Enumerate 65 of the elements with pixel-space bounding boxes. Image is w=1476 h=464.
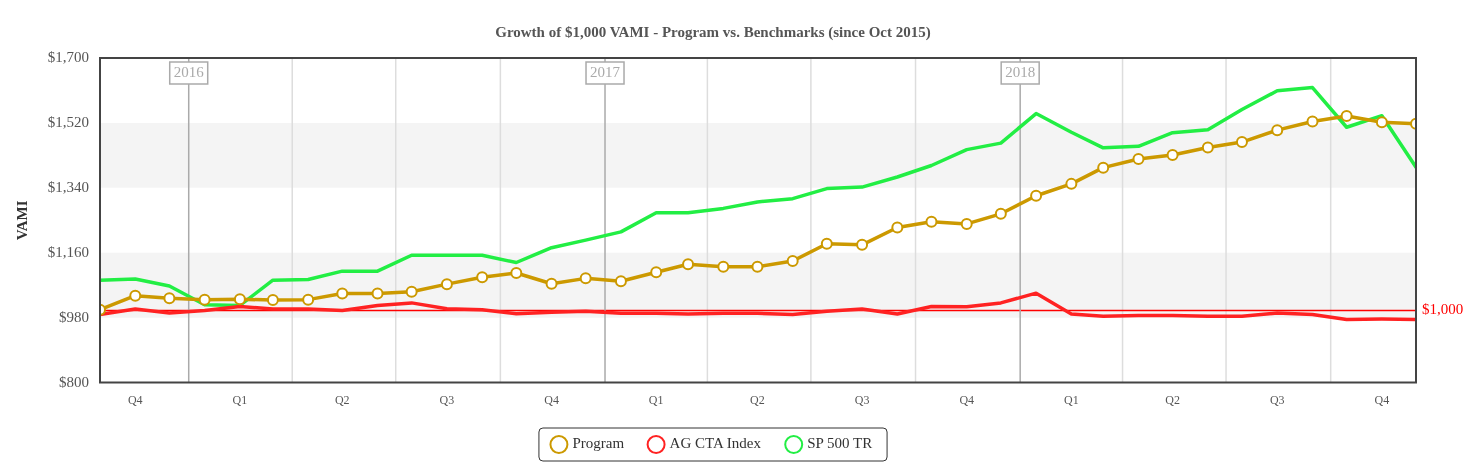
x-tick-label: Q1 [232,392,248,407]
point [1271,124,1284,137]
chart-title: Growth of $1,000 VAMI - Program vs. Benchmarks (since Oct 2015) [495,23,931,41]
x-tick-label: Q3 [854,392,870,407]
legend-label: Program [572,435,625,452]
y-axis-title: VAMI [13,200,30,241]
x-tick-label: Q2 [334,392,350,407]
x-tick-label: Q2 [1165,392,1180,407]
point [1340,110,1353,123]
ref-line-label: 2016 [173,63,205,80]
point [960,217,973,230]
point [1030,189,1043,202]
point [717,260,730,273]
legend-label: SP 500 TR [807,435,873,452]
point [856,238,869,251]
point [682,258,695,271]
point [1201,141,1214,154]
point [579,272,592,285]
point [198,293,211,306]
x-tick-label: Q4 [959,392,975,407]
point [545,277,558,290]
y-tick-label: $1,700 [47,48,89,65]
point [1097,161,1110,174]
x-tick-label: Q3 [1269,392,1285,407]
x-tick-label: Q4 [544,392,559,407]
y-tick-label: $800 [59,373,89,390]
point [820,237,833,250]
y-tick-label: $1,520 [47,113,89,130]
y-tick-label: $1,340 [47,178,89,195]
y-tick-label: $1,160 [47,243,89,260]
point [650,266,663,279]
x-tick-label: Q4 [127,392,143,407]
point [925,215,938,228]
point [614,275,627,288]
ref-line-label: 2017 [590,63,621,80]
point [1235,136,1248,149]
x-tick-label: Q3 [439,392,455,407]
x-tick-label: Q1 [1064,392,1079,407]
point [440,278,453,291]
point [266,294,279,307]
point [476,271,489,284]
x-tick-label: Q1 [648,392,664,407]
point [1306,115,1319,128]
point [891,221,904,234]
point [129,289,142,302]
point [163,292,176,305]
point [510,266,523,279]
point [405,285,418,298]
point [1375,116,1388,129]
point [336,287,349,300]
point [233,293,246,306]
point [1166,149,1179,162]
point [1065,177,1078,190]
x-tick-label: Q2 [750,392,765,407]
point [994,207,1007,220]
legend-label: AG CTA Index [669,435,762,452]
point [302,293,315,306]
point [751,260,764,273]
point [371,287,384,300]
ref-line-label: $1,000 [1422,301,1464,318]
y-tick-label: $980 [59,308,89,325]
ref-line-label: 2018 [1005,63,1036,80]
x-tick-label: Q4 [1374,392,1390,407]
point [1132,152,1145,165]
point [786,255,799,268]
